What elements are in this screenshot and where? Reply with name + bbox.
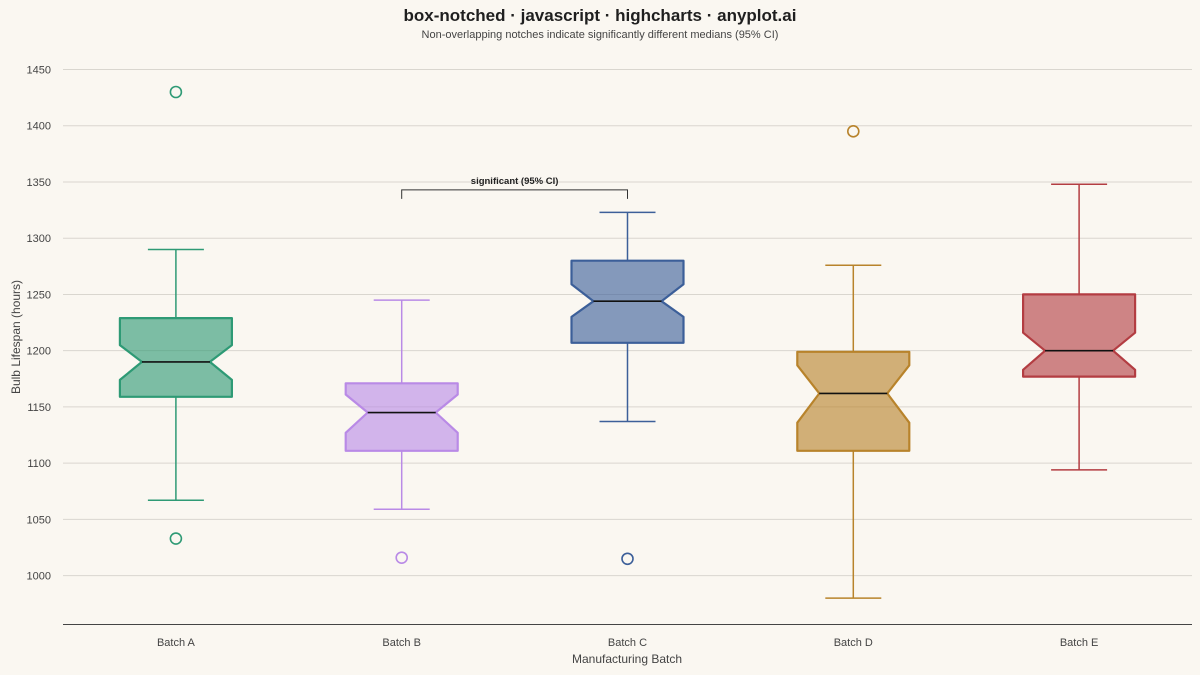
outlier-point: [846, 125, 860, 138]
x-tick-label: Batch A: [157, 637, 196, 649]
x-tick-label: Batch C: [608, 637, 647, 649]
box-group: [344, 299, 459, 564]
notched-box: [796, 350, 911, 452]
x-tick-label: Batch B: [382, 637, 421, 649]
notched-box: [118, 317, 233, 398]
y-tick-label: 1300: [27, 233, 51, 245]
chart-title: box-notched · javascript · highcharts · …: [404, 6, 797, 25]
y-tick-label: 1100: [27, 458, 51, 470]
outlier-point: [395, 551, 409, 564]
boxes: [118, 85, 1137, 599]
box-group: [796, 125, 911, 599]
significance-label: significant (95% CI): [471, 176, 559, 187]
y-tick-label: 1200: [27, 346, 51, 358]
y-tick-label: 1000: [27, 571, 51, 583]
y-tick-label: 1050: [27, 514, 51, 526]
axes: 1000 1050 1100 1150 1200 1250 1300 1350 1400 1450…: [27, 64, 1192, 649]
box-group: [1022, 183, 1137, 471]
outlier-point: [621, 552, 634, 566]
x-axis-title: Manufacturing Batch: [572, 652, 682, 666]
x-tick-label: Batch D: [834, 637, 873, 649]
chart-subtitle: Non-overlapping notches indicate signifi…: [422, 29, 779, 41]
y-axis-title: Bulb Lifespan (hours): [9, 280, 23, 394]
x-tick-label: Batch E: [1060, 637, 1099, 649]
notched-box: [344, 382, 459, 452]
outlier-point: [169, 532, 183, 545]
y-tick-label: 1250: [27, 289, 51, 301]
significance-bracket: [401, 189, 628, 199]
box-group: [118, 85, 233, 545]
notched-box: [1022, 293, 1137, 378]
y-tick-label: 1400: [27, 121, 51, 133]
y-tick-label: 1450: [27, 64, 51, 76]
y-tick-label: 1350: [27, 177, 51, 189]
annotations: significant (95% CI): [401, 176, 628, 199]
outlier-point: [169, 85, 183, 99]
box-group: [570, 211, 685, 566]
y-tick-label: 1150: [27, 402, 51, 414]
